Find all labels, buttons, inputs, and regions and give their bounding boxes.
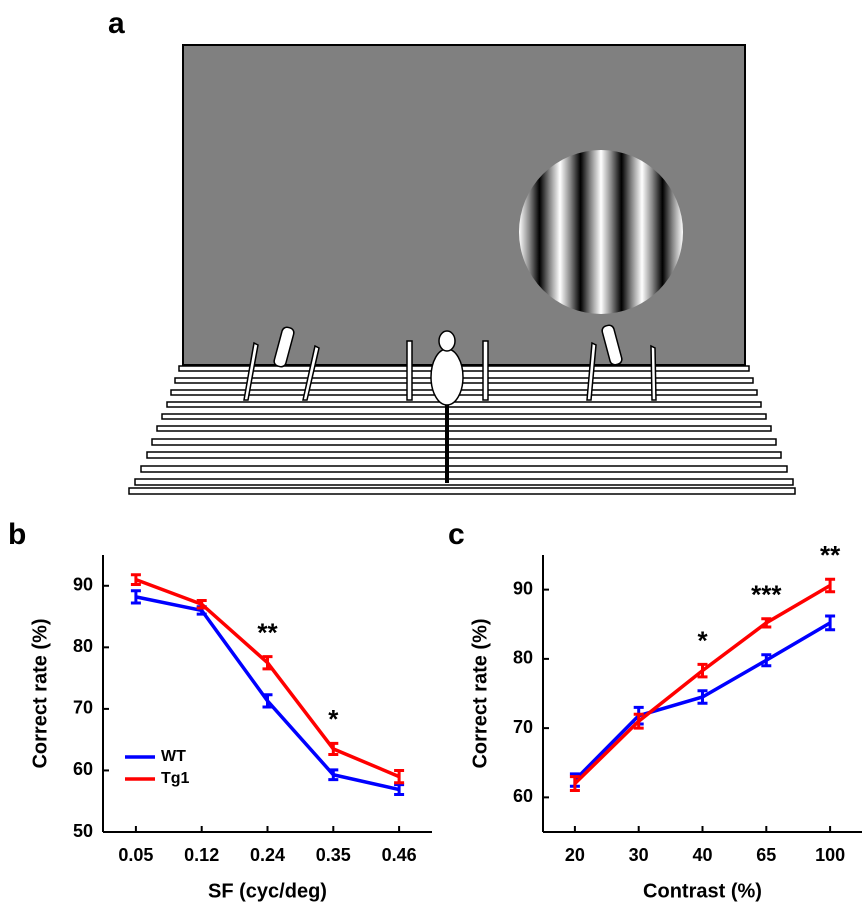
x-tick-label: 0.46 <box>382 845 417 865</box>
error-bar <box>825 577 836 594</box>
error-bar <box>633 712 644 730</box>
legend-label: Tg1 <box>161 770 190 787</box>
illustration <box>128 44 796 495</box>
series-line <box>573 583 831 785</box>
y-axis-title: Correct rate (%) <box>29 618 51 768</box>
y-tick-label: 70 <box>513 717 533 737</box>
x-axis-title: SF (cyc/deg) <box>208 880 327 902</box>
x-tick-label: 0.35 <box>316 845 351 865</box>
x-tick-label: 20 <box>565 845 585 865</box>
x-tick-label: 30 <box>629 845 649 865</box>
error-bar <box>196 599 207 610</box>
error-bar <box>394 768 405 785</box>
x-tick-label: 65 <box>756 845 776 865</box>
error-bar <box>262 693 273 709</box>
significance-label: ** <box>257 617 278 647</box>
y-axis-title: Correct rate (%) <box>469 618 491 768</box>
error-bar <box>130 573 141 587</box>
legend-label: WT <box>161 748 186 765</box>
y-tick-label: 60 <box>73 759 93 779</box>
error-bar <box>328 741 339 756</box>
panel-label: b <box>8 518 26 551</box>
error-bar <box>569 775 580 792</box>
error-bar <box>697 689 708 705</box>
error-bar <box>761 653 772 668</box>
y-tick-label: 90 <box>73 575 93 595</box>
error-bar <box>761 617 772 629</box>
x-tick-label: 40 <box>692 845 712 865</box>
x-tick-label: 0.24 <box>250 845 285 865</box>
panel-label: a <box>108 7 125 40</box>
y-tick-label: 50 <box>73 821 93 841</box>
error-bar <box>328 768 339 782</box>
y-tick-label: 60 <box>513 786 533 806</box>
significance-label: *** <box>751 580 782 610</box>
significance-label: * <box>697 625 708 655</box>
error-bar <box>262 655 273 671</box>
error-bar <box>130 589 141 605</box>
error-bar <box>697 662 708 679</box>
series-line <box>135 577 400 779</box>
y-tick-label: 70 <box>73 698 93 718</box>
panel-label: c <box>448 518 465 551</box>
error-bar <box>825 614 836 632</box>
y-tick-label: 80 <box>73 636 93 656</box>
x-tick-label: 0.12 <box>184 845 219 865</box>
x-tick-label: 0.05 <box>118 845 153 865</box>
significance-label: ** <box>820 540 841 570</box>
y-tick-label: 80 <box>513 648 533 668</box>
x-axis-title: Contrast (%) <box>643 880 762 902</box>
error-bar <box>394 783 405 796</box>
significance-label: * <box>328 704 339 734</box>
x-tick-label: 100 <box>815 845 845 865</box>
y-tick-label: 90 <box>513 578 533 598</box>
